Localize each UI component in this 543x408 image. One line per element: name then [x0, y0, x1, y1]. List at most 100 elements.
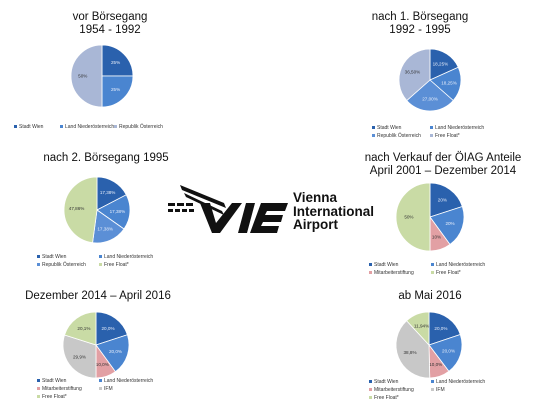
legend-label: Stadt Wien	[374, 379, 399, 385]
legend-item: Stadt Wien	[14, 123, 43, 132]
legend-label: Land Niederösterreich	[104, 254, 154, 260]
legend-swatch	[430, 134, 433, 137]
pie-slice	[101, 44, 134, 77]
legend-label: Mitarbeiterstiftung	[42, 386, 82, 392]
slice-label: 20%	[438, 197, 447, 202]
slice-label: 18,25%	[433, 61, 449, 66]
legend-item: Mitarbeiterstiftung	[369, 269, 414, 278]
legend-label: Free Float*	[104, 262, 129, 268]
legend-item: Republik Österreich	[37, 261, 86, 270]
legend-swatch	[369, 388, 372, 391]
legend-swatch	[369, 263, 372, 266]
legend-item: Free Float*	[430, 132, 460, 141]
chart-6-title: ab Mai 2016	[370, 290, 490, 303]
slice-label: 25%	[111, 87, 120, 92]
pie-slice	[95, 334, 130, 373]
legend-item: Free Float*	[369, 394, 399, 403]
chart-6-pie: 20,0% 20,0% 10,0% 38,8% 11,94%	[395, 311, 463, 379]
legend-label: Stadt Wien	[19, 124, 44, 130]
logo-line-airport: Airport	[293, 217, 338, 232]
legend-label: Land Niederösterreich	[436, 262, 486, 268]
legend-label: Land Niederösterreich	[104, 378, 154, 384]
slice-label: 11,94%	[414, 323, 429, 328]
legend-item: Republik Österreich	[114, 123, 163, 132]
legend-swatch	[369, 271, 372, 274]
vienna-airport-logo: Vienna International Airport	[166, 181, 374, 237]
legend-label: IFM	[436, 387, 445, 393]
legend-item: Stadt Wien	[372, 124, 401, 133]
legend-item: Free Float*	[37, 393, 67, 402]
legend-label: Republik Österreich	[42, 262, 86, 268]
slice-label: 10,0%	[96, 362, 109, 367]
legend-label: Stadt Wien	[374, 262, 399, 268]
legend-label: Free Float*	[42, 394, 67, 400]
legend-swatch	[60, 125, 63, 128]
legend-label: Mitarbeiterstiftung	[374, 270, 414, 276]
pie-slice	[406, 79, 454, 112]
slice-label: 50%	[404, 215, 413, 220]
legend-item: Free Float*	[431, 269, 461, 278]
legend-item: IFM	[99, 385, 113, 394]
legend-label: Stadt Wien	[42, 378, 67, 384]
slice-label: 17,38%	[100, 190, 116, 195]
slice-label: 20,0%	[102, 326, 115, 331]
chart-2-title-line2: 1992 - 1995	[389, 24, 451, 36]
legend-item: Land Niederösterreich	[430, 124, 484, 133]
chart-3-title-line1: nach 2. Börsegang 1995	[43, 152, 169, 164]
legend-label: Land Niederösterreich	[435, 125, 485, 131]
pie-slice	[429, 182, 463, 218]
legend-item: Stadt Wien	[369, 378, 398, 387]
chart-2-pie: 18,25% 18,25% 27,00% 36,50%	[398, 48, 462, 112]
slice-label: 10,0%	[429, 362, 442, 367]
legend-item: Land Niederösterreich	[431, 261, 485, 270]
legend-item: Stadt Wien	[37, 377, 66, 386]
legend-item: Stadt Wien	[37, 253, 66, 262]
slice-label: 17,38%	[97, 226, 113, 231]
vie-logo-mark	[168, 185, 288, 233]
chart-3-title: nach 2. Börsegang 1995	[36, 152, 176, 165]
pie-slice	[406, 311, 430, 347]
legend-item: Mitarbeiterstiftung	[37, 385, 82, 394]
legend-item: Land Niederösterreich	[431, 378, 485, 387]
pie-slice	[101, 75, 134, 108]
slice-label: 20,0%	[442, 349, 455, 354]
legend-item: Land Niederösterreich	[99, 253, 153, 262]
chart-4-title-line1: nach Verkauf der ÖIAG Anteile	[364, 152, 522, 164]
legend-swatch	[114, 125, 117, 128]
legend-item: IFM	[431, 386, 445, 395]
pie-slice	[63, 176, 98, 244]
legend-label: Free Float*	[374, 395, 399, 401]
pie-slice	[95, 311, 128, 346]
slice-label: 10%	[432, 235, 441, 240]
legend-swatch	[430, 126, 433, 129]
chart-1-title-line1: vor Börsegang	[72, 11, 148, 23]
slice-label: 17,38%	[110, 209, 126, 214]
slice-label: 50%	[78, 74, 87, 79]
chart-1-title-line2: 1954 - 1992	[79, 24, 141, 36]
legend-swatch	[14, 125, 17, 128]
slice-label: 25%	[111, 60, 120, 65]
legend-swatch	[369, 380, 372, 383]
pie-slice	[398, 48, 431, 102]
legend-label: Stadt Wien	[377, 125, 402, 131]
slice-label: 29,9%	[73, 355, 86, 360]
legend-item: Free Float*	[99, 261, 129, 270]
legend-swatch	[372, 134, 375, 137]
legend-item: Mitarbeiterstiftung	[369, 386, 414, 395]
slice-label: 47,86%	[69, 206, 85, 211]
slice-label: 27,00%	[422, 97, 438, 102]
legend-label: Land Niederösterreich	[436, 379, 486, 385]
legend-swatch	[37, 395, 40, 398]
legend-swatch	[431, 263, 434, 266]
legend-label: Land Niederösterreich	[65, 124, 115, 130]
slice-label: 36,50%	[405, 70, 421, 75]
legend-label: Free Float*	[436, 270, 461, 276]
chart-1-pie: 25% 25% 50%	[70, 44, 134, 108]
legend-swatch	[431, 380, 434, 383]
chart-6-title-line1: ab Mai 2016	[398, 290, 462, 302]
legend-label: IFM	[104, 386, 113, 392]
chart-5-title: Dezember 2014 – April 2016	[18, 290, 178, 303]
pie-slice	[62, 334, 97, 379]
chart-2-title: nach 1. Börsegang 1992 - 1995	[350, 11, 490, 37]
legend-item: Stadt Wien	[369, 261, 398, 270]
